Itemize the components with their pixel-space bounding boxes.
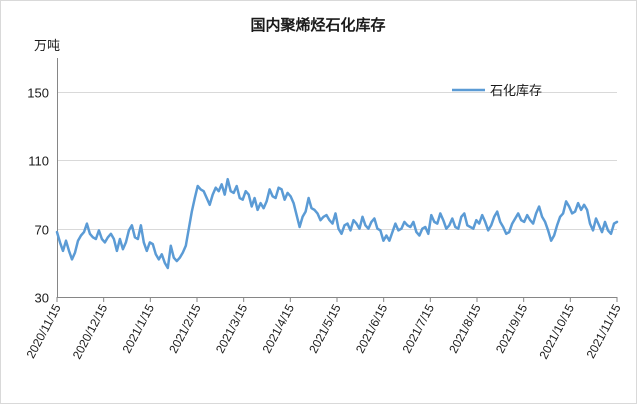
y-axis-unit-label: 万吨 xyxy=(34,39,60,54)
y-tick-label-150: 150 xyxy=(27,86,49,101)
chart-title: 国内聚烯烃石化库存 xyxy=(250,16,385,34)
y-tick-label-110: 110 xyxy=(28,154,49,169)
axes xyxy=(56,58,618,302)
y-tick-label-70: 70 xyxy=(35,223,49,238)
legend-label: 石化库存 xyxy=(490,83,542,99)
y-tick-label-30: 30 xyxy=(35,291,49,306)
series-line-0 xyxy=(55,177,619,270)
series-lines xyxy=(55,177,619,270)
y-tick-labels: 30 70 110 150 xyxy=(27,86,49,306)
legend: 石化库存 xyxy=(452,83,542,99)
gridlines xyxy=(57,92,617,230)
